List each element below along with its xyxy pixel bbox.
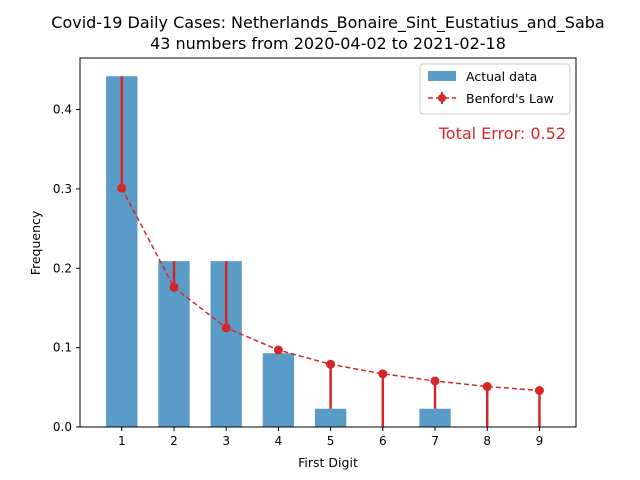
bar-digit-7 [419, 408, 451, 427]
x-tick-label: 8 [483, 434, 491, 448]
y-axis: 0.0 0.1 0.2 0.3 0.4 [53, 103, 80, 434]
benford-point-digit-4 [273, 345, 283, 355]
bar-digit-4 [262, 353, 295, 427]
benford-point-digit-1 [117, 183, 127, 193]
y-tick-label: 0.1 [53, 341, 72, 355]
bar-digit-5 [314, 408, 347, 427]
legend: Actual data Benford's Law [419, 63, 571, 115]
benford-point-digit-6 [378, 369, 388, 379]
y-tick-label: 0.3 [53, 182, 72, 196]
benford-point-digit-7 [430, 376, 440, 386]
legend-label-actual: Actual data [466, 69, 537, 84]
benford-point-digit-3 [221, 323, 231, 333]
total-error-annotation: Total Error: 0.52 [438, 124, 566, 143]
x-tick-label: 5 [327, 434, 335, 448]
x-tick-label: 2 [170, 434, 178, 448]
legend-label-benford: Benford's Law [466, 91, 554, 106]
x-tick-label: 7 [431, 434, 439, 448]
legend-box [419, 63, 571, 115]
y-tick-label: 0.2 [53, 261, 72, 275]
x-tick-label: 6 [379, 434, 387, 448]
x-tick-label: 9 [536, 434, 544, 448]
plot-frame [79, 57, 577, 428]
benford-point-digit-2 [169, 282, 179, 292]
benford-point-digit-5 [326, 359, 336, 369]
x-tick-label: 1 [118, 434, 126, 448]
legend-swatch-actual [428, 71, 456, 81]
x-tick-label: 4 [275, 434, 283, 448]
y-axis-label: Frequency [28, 210, 43, 275]
x-axis: 1 2 3 4 5 6 7 8 9 [118, 427, 543, 448]
x-tick-label: 3 [222, 434, 230, 448]
chart-subtitle: 43 numbers from 2020-04-02 to 2021-02-18 [150, 34, 506, 53]
plot-area [106, 76, 544, 427]
benford-point-digit-9 [534, 385, 544, 395]
y-tick-label: 0.0 [53, 420, 72, 434]
legend-swatch-benford-marker [438, 94, 446, 102]
y-tick-label: 0.4 [53, 103, 72, 117]
x-axis-label: First Digit [298, 455, 358, 470]
benford-point-digit-8 [482, 382, 492, 392]
chart-title: Covid-19 Daily Cases: Netherlands_Bonair… [51, 13, 604, 33]
